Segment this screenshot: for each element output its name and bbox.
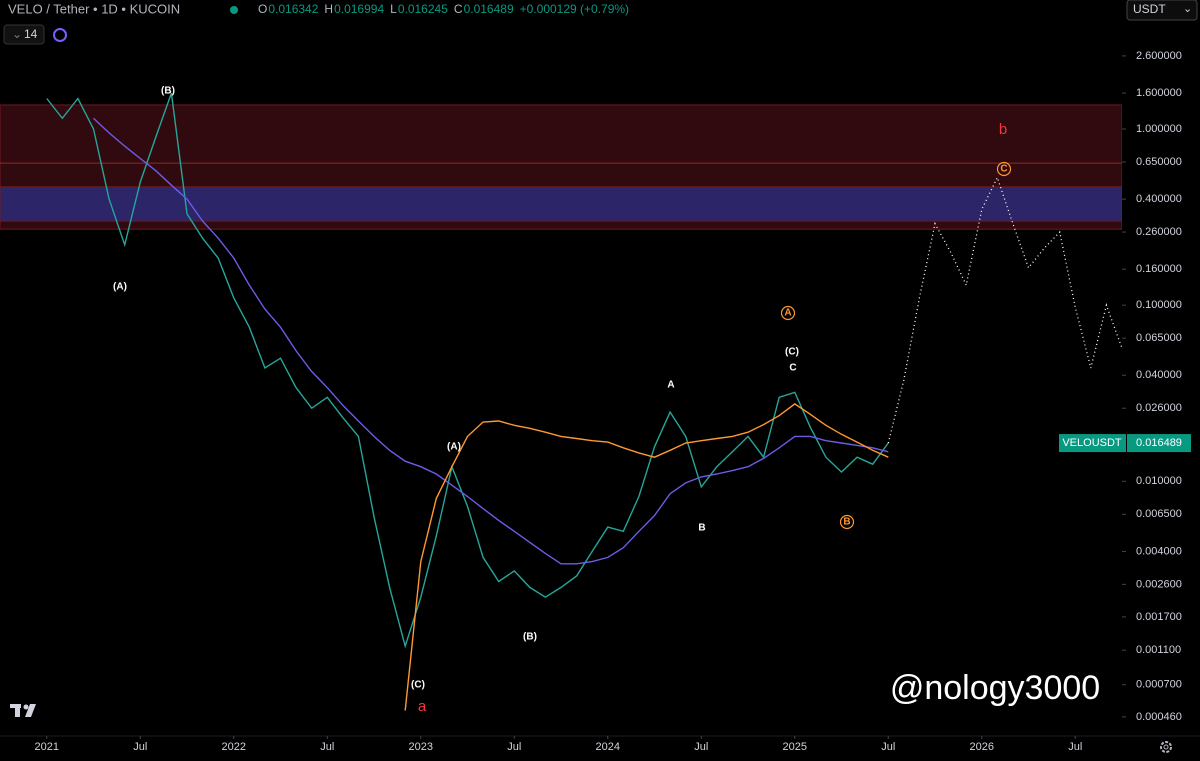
ohlc-label: L bbox=[390, 2, 397, 16]
settings-gear[interactable] bbox=[1160, 741, 1172, 753]
price-change: +0.000129 (+0.79%) bbox=[520, 2, 629, 16]
x-tick-label: Jul bbox=[694, 741, 708, 753]
ohlc-value: 0.016489 bbox=[464, 2, 514, 16]
indicator-box[interactable] bbox=[3, 24, 45, 45]
wave-label: B bbox=[698, 523, 705, 534]
wave-circle bbox=[839, 514, 855, 530]
wave-label: C bbox=[1000, 164, 1007, 175]
x-tick-label: 2024 bbox=[596, 741, 620, 753]
plot-area: (B) (A) (A) (C) a (B) A B (C) C A Bb C @nology3000 bbox=[0, 86, 1123, 715]
x-tick-label: 2023 bbox=[409, 741, 433, 753]
wave-circle bbox=[780, 305, 796, 321]
watermark: @nology3000 bbox=[890, 669, 1100, 707]
symbol-title: VELO / Tether • 1D • KUCOIN bbox=[8, 1, 180, 16]
ohlc-value: 0.016994 bbox=[334, 2, 384, 16]
x-tick-label: 2026 bbox=[970, 741, 994, 753]
y-tick-label: 0.026000 bbox=[1136, 402, 1182, 414]
x-tick-label: Jul bbox=[1068, 741, 1082, 753]
x-tick-label: 2025 bbox=[783, 741, 807, 753]
price-axis-panel bbox=[1122, 0, 1200, 761]
y-tick-label: 2.600000 bbox=[1136, 50, 1182, 62]
y-tick-label: 0.004000 bbox=[1136, 545, 1182, 557]
price-tag bbox=[1127, 434, 1191, 453]
indicator-length: 14 bbox=[24, 27, 38, 41]
ui-layer: VELO / Tether • 1D • KUCOIN ⌄ 14 USDT ⌄ … bbox=[3, 0, 1198, 753]
wave-label: (A) bbox=[447, 442, 461, 453]
y-tick-label: 0.400000 bbox=[1136, 193, 1182, 205]
wave-circle bbox=[996, 161, 1012, 177]
y-tick-label: 0.100000 bbox=[1136, 299, 1182, 311]
y-tick-label: 0.040000 bbox=[1136, 369, 1182, 381]
indicator-refresh[interactable] bbox=[53, 28, 67, 42]
y-tick-label: 0.001100 bbox=[1136, 644, 1181, 656]
x-tick-label: 2022 bbox=[222, 741, 246, 753]
y-tick-label: 0.065000 bbox=[1136, 332, 1182, 344]
ohlc-label: O bbox=[258, 2, 267, 16]
wave-label: A bbox=[784, 308, 791, 319]
series-line bbox=[404, 403, 889, 711]
currency-button[interactable] bbox=[1126, 0, 1198, 21]
y-tick-label: 1.000000 bbox=[1136, 123, 1182, 135]
x-tick-label: Jul bbox=[507, 741, 521, 753]
tradingview-logo[interactable] bbox=[10, 704, 36, 717]
y-tick-label: 0.006500 bbox=[1136, 508, 1182, 520]
wave-label: A bbox=[667, 380, 674, 391]
wave-label: (C) bbox=[411, 680, 425, 691]
y-tick-label: 0.001700 bbox=[1136, 611, 1182, 623]
wave-label: b bbox=[999, 121, 1007, 138]
currency-label: USDT bbox=[1133, 2, 1166, 16]
y-tick-label: 0.000460 bbox=[1136, 711, 1182, 723]
x-tick-label: Jul bbox=[881, 741, 895, 753]
x-tick-label: 2021 bbox=[35, 741, 59, 753]
y-tick-label: 0.160000 bbox=[1136, 263, 1182, 275]
series-line bbox=[46, 92, 889, 649]
wave-label: B bbox=[843, 517, 850, 528]
y-tick-label: 0.010000 bbox=[1136, 475, 1182, 487]
wave-label: a bbox=[418, 698, 427, 715]
y-tick-label: 0.260000 bbox=[1136, 226, 1182, 238]
x-tick-label: Jul bbox=[133, 741, 147, 753]
symbol-tag-label: VELOUSDT bbox=[1062, 437, 1122, 449]
wave-label: (B) bbox=[161, 86, 175, 97]
currency-chevron: ⌄ bbox=[1183, 3, 1192, 15]
ohlc-label: C bbox=[454, 2, 463, 16]
ohlc-value: 0.016342 bbox=[268, 2, 318, 16]
y-tick-label: 0.002600 bbox=[1136, 578, 1182, 590]
wave-label: (C) bbox=[785, 347, 799, 358]
price-tag-label: 0.016489 bbox=[1136, 437, 1182, 449]
symbol-tag bbox=[1059, 434, 1126, 453]
y-tick-label: 0.000700 bbox=[1136, 679, 1182, 691]
indicator-chevron: ⌄ bbox=[12, 27, 22, 41]
series-line bbox=[93, 117, 889, 565]
ohlc-label: H bbox=[324, 2, 333, 16]
market-status[interactable] bbox=[230, 6, 238, 14]
projection-line bbox=[887, 175, 1123, 444]
x-tick-label: Jul bbox=[320, 741, 334, 753]
zone bbox=[0, 186, 1123, 222]
wave-label: (A) bbox=[113, 282, 127, 293]
wave-label: C bbox=[789, 363, 796, 374]
y-tick-label: 0.650000 bbox=[1136, 156, 1182, 168]
ohlc-value: 0.016245 bbox=[398, 2, 448, 16]
wave-label: (B) bbox=[523, 632, 537, 643]
y-tick-label: 1.600000 bbox=[1136, 87, 1182, 99]
